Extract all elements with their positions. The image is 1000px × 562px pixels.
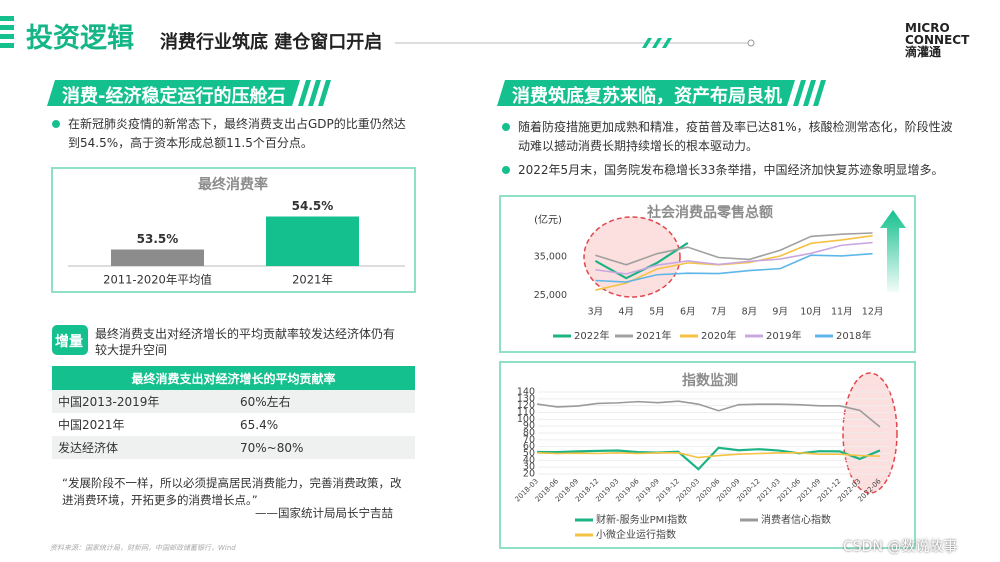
rule-end (747, 39, 755, 47)
quote: “发展阶段不一样，所以必须提高居民消费能力，完善消费政策，改进消费环境，开拓更多… (62, 476, 402, 507)
right-title-bar (497, 80, 795, 106)
y-tick-label: 100 (517, 414, 535, 425)
legend-label: 小微企业运行指数 (596, 528, 676, 541)
increment-tag: 增量 (55, 334, 83, 350)
page-subtitle: 消费行业筑底 建仓窗口开启 (160, 32, 383, 53)
value-label: 54.5% (292, 199, 334, 213)
table-header: 最终消费支出对经济增长的平均贡献率 (52, 366, 415, 390)
attribution: ——国家统计局局长宁吉喆 (255, 506, 393, 520)
logo-cn: 滴灌通 (905, 45, 942, 59)
x-tick-label: 10月 (800, 307, 822, 318)
legend-label: 2020年 (701, 329, 736, 342)
y-tick-label: 30 (523, 462, 535, 473)
chart-title: 最终消费率 (198, 176, 268, 193)
legend-label: 消费者信心指数 (761, 513, 831, 526)
watermark: CSDN @数说故事 (843, 539, 958, 555)
legend-label: 2018年 (836, 329, 871, 342)
cell: 中国2021年 (58, 418, 125, 432)
section-title: 消费-经济稳定运行的压舱石 (62, 86, 286, 107)
x-tick-label: 9月 (772, 307, 788, 318)
y-tick-label: 70 (523, 434, 535, 445)
y-tick-label: 40 (523, 455, 535, 466)
bullet-text: 2022年5月末，国务院发布稳增长33条举措，中国经济加快复苏迹象明显增多。 (518, 163, 944, 177)
left-stripes (298, 80, 331, 106)
y-tick-label: 90 (523, 421, 535, 432)
increment-tag-bg (52, 325, 88, 355)
y-tick-label: 120 (517, 400, 535, 411)
x-tick-label: 3月 (588, 307, 604, 318)
highlight-ellipse (583, 216, 681, 298)
legend-label: 2022年 (574, 329, 609, 342)
x-tick-label: 2021年 (292, 273, 333, 287)
legend-label: 财新-服务业PMI指数 (596, 513, 687, 526)
x-tick-label: 4月 (618, 307, 634, 318)
series-line (595, 252, 873, 283)
series-line (536, 400, 881, 428)
y-tick-label: 60 (523, 441, 535, 452)
table: 最终消费支出对经济增长的平均贡献率 中国2013-2019年 60%左右 中国20… (52, 366, 415, 459)
legend-label: 2019年 (766, 329, 801, 342)
y-tick-label: 140 (517, 387, 535, 398)
table-row: 中国2013-2019年 60%左右 (52, 390, 415, 413)
table-row: 发达经济体 70%~80% (52, 436, 415, 459)
y-tick-label: 25,000 (534, 290, 567, 301)
header-stripes (0, 16, 14, 48)
series-line (537, 446, 881, 471)
x-tick-label: 6月 (680, 307, 696, 318)
table-title: 最终消费支出对经济增长的平均贡献率 (131, 371, 336, 386)
cell: 中国2013-2019年 (58, 395, 160, 409)
series-line (595, 241, 873, 275)
bar (111, 249, 204, 266)
source: 资料来源：国家统计局，财新网，中国邮政储蓄银行，Wind (50, 544, 236, 552)
series-line (537, 452, 880, 459)
bullet-text: 随着防疫措施更加成熟和精准，疫苗普及率已达81%，核酸检测常态化，阶段性波动难以… (518, 120, 953, 153)
x-tick-label: 8月 (742, 307, 758, 318)
right-stripes (793, 80, 826, 106)
y-tick-label: 20 (523, 469, 535, 480)
logo: MICRO CONNECT 滴灌通 (905, 22, 969, 58)
logo-line: MICRO (905, 21, 950, 35)
x-tick-label: 2011-2020年平均值 (103, 273, 212, 287)
rule-stripes (642, 38, 672, 48)
y-tick-label: 35,000 (534, 252, 567, 263)
bullet-dot (52, 120, 60, 128)
cell: 发达经济体 (58, 441, 119, 455)
cell: 65.4% (240, 417, 279, 432)
legend-label: 2021年 (636, 329, 671, 342)
x-tick-label: 11月 (831, 307, 853, 318)
logo-line: CONNECT (905, 33, 970, 47)
growth-arrow (880, 210, 906, 292)
cell: 60%左右 (240, 395, 291, 409)
section-title: 消费筑底复苏来临，资产布局良机 (512, 86, 782, 107)
y-tick-label: 50 (523, 448, 535, 459)
y-tick-label: 110 (517, 407, 535, 418)
chart-title: 社会消费品零售总额 (646, 204, 773, 221)
series-line (595, 232, 873, 266)
left-title-bar (47, 80, 300, 106)
page-title: 投资逻辑 (26, 23, 134, 54)
chart-title: 指数监测 (682, 372, 738, 389)
bar (266, 216, 359, 266)
bullet-dot (502, 166, 510, 174)
series-line (594, 242, 689, 280)
x-tick-label: 12月 (862, 307, 884, 318)
cell: 70%~80% (240, 440, 304, 455)
bullet-text: 在新冠肺炎疫情的新常态下，最终消费支出占GDP的比重仍然达到54.5%，高于资本… (68, 117, 406, 150)
bullet-dot (502, 123, 510, 131)
x-tick-label: 5月 (649, 307, 665, 318)
y-tick-label: 80 (523, 428, 535, 439)
x-tick-label: 7月 (711, 307, 727, 318)
y-axis-label: (亿元) (534, 213, 562, 226)
value-label: 53.5% (137, 232, 179, 246)
table-row: 中国2021年 65.4% (52, 413, 415, 436)
increment-text: 最终消费支出对经济增长的平均贡献率较发达经济体仍有较大提升空间 (95, 327, 396, 357)
y-tick-label: 130 (517, 393, 535, 404)
